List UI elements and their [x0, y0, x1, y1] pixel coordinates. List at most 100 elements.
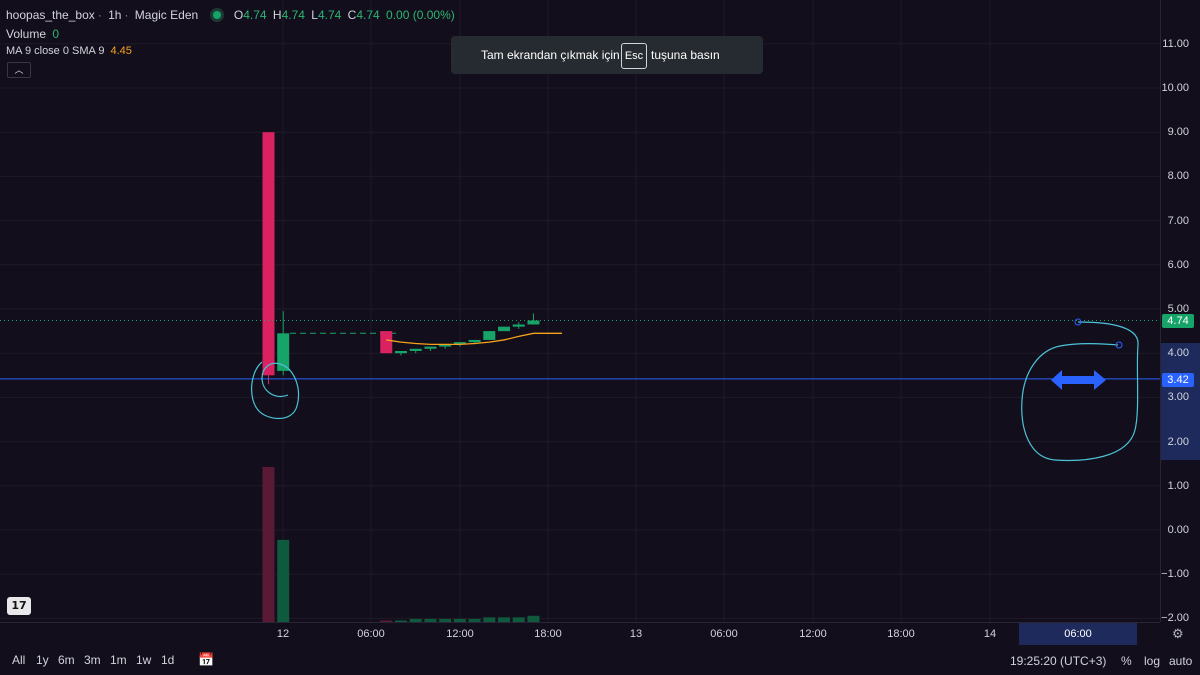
freehand-circle-drawing [251, 361, 300, 420]
candle-body [512, 324, 525, 327]
ma-label[interactable]: MA 9 close 0 SMA 9 [6, 45, 105, 57]
price-tick-label: 8.00 [1167, 170, 1189, 183]
time-tick-label: 13 [629, 628, 643, 640]
bottom-toolbar: All 1y 6m 3m 1m 1w 1d 📅 19:25:20 (UTC+3) % log… [0, 645, 1200, 675]
price-tick-label: −2.00 [1161, 612, 1189, 625]
time-tick-label: 18:00 [534, 628, 562, 640]
price-tick-label: 1.00 [1167, 479, 1189, 492]
range-button-1w[interactable]: 1w [136, 653, 152, 667]
candle-body [277, 333, 290, 371]
exchange-label: Magic Eden [134, 8, 199, 22]
candle-body [409, 348, 422, 351]
symbol-name[interactable]: hoopas_the_box [6, 8, 95, 22]
log-toggle[interactable]: log [1144, 654, 1161, 668]
market-status-icon [212, 11, 221, 19]
esc-key: Esc [621, 43, 647, 69]
chart-settings-icon[interactable]: ⚙ [1172, 626, 1184, 641]
range-button-1y[interactable]: 1y [36, 653, 49, 667]
ohlc-high: 4.74 [281, 8, 305, 22]
volume-bar [512, 617, 525, 622]
drawing-anchor-point [1074, 318, 1082, 326]
volume-bar [380, 620, 393, 622]
volume-bar [453, 618, 466, 622]
chart-pane[interactable] [0, 0, 1160, 622]
candle-body [483, 331, 496, 340]
time-tick-label: 12 [276, 628, 290, 640]
time-tick-label: 06:00 [357, 628, 385, 640]
volume-bar [262, 467, 275, 622]
ohlc-open-label: O [233, 8, 244, 22]
volume-label[interactable]: Volume [6, 27, 47, 41]
volume-bar [409, 618, 422, 622]
volume-bar [527, 615, 540, 622]
legend-main: hoopas_the_box · 1h · Magic Eden O4.74 H4.… [6, 8, 455, 22]
candle-body [380, 331, 393, 354]
time-tick-label: 12:00 [799, 628, 827, 640]
legend-volume: Volume 0 [6, 27, 62, 41]
range-button-6m[interactable]: 6m [58, 653, 75, 667]
candle-body [394, 350, 407, 354]
ma-value: 4.45 [110, 45, 132, 57]
auto-toggle[interactable]: auto [1169, 654, 1193, 668]
interval-label[interactable]: 1h [108, 8, 122, 22]
price-tick-label: 11.00 [1162, 37, 1189, 50]
candle-body [262, 132, 275, 376]
price-axis-crosshair-range [1161, 343, 1200, 460]
candle-body [527, 320, 540, 325]
volume-bar [277, 539, 290, 622]
chart-canvas[interactable] [0, 0, 1160, 622]
ohlc-high-label: H [272, 8, 282, 22]
range-button-1d[interactable]: 1d [161, 653, 175, 667]
range-button-3m[interactable]: 3m [84, 653, 101, 667]
legend-ma: MA 9 close 0 SMA 9 4.45 [6, 45, 135, 57]
volume-bar [468, 618, 481, 622]
time-axis-crosshair-range [1019, 623, 1137, 645]
volume-bar [439, 618, 452, 622]
time-tick-label: 14 [983, 628, 997, 640]
price-tick-label: 6.00 [1167, 258, 1189, 271]
ohlc-close: 4.74 [356, 8, 380, 22]
toast-text-after: tuşuna basın [651, 48, 720, 62]
crosshair-time-label: 06:00 [1064, 628, 1092, 640]
volume-bar [498, 617, 511, 622]
drawing-anchor-point [1115, 341, 1123, 349]
volume-value: 0 [52, 27, 60, 41]
double-arrow-icon [1051, 370, 1106, 390]
freehand-loop-drawing [1021, 321, 1139, 461]
candle-body [439, 344, 452, 347]
ohlc-low-label: L [311, 8, 318, 22]
percent-toggle[interactable]: % [1121, 654, 1132, 668]
price-tick-label: 9.00 [1167, 126, 1189, 139]
time-tick-label: 18:00 [887, 628, 915, 640]
fullscreen-toast: Tam ekrandan çıkmak için Esc tuşuna bası… [451, 36, 763, 74]
collapse-legend-button[interactable]: ︿ [7, 62, 31, 78]
ohlc-open: 4.74 [243, 8, 267, 22]
clock-display[interactable]: 19:25:20 (UTC+3) [1010, 654, 1107, 668]
price-tick-label: 3.00 [1167, 391, 1189, 404]
tradingview-logo[interactable]: 17 [7, 597, 31, 615]
candle-body [498, 326, 511, 332]
volume-bar [424, 618, 437, 622]
price-tick-label: 0.00 [1167, 524, 1189, 536]
toast-text-before: Tam ekrandan çıkmak için [481, 48, 620, 62]
ohlc-low: 4.74 [317, 8, 342, 22]
candle-body [424, 346, 437, 349]
ohlc-change: 0.00 (0.00%) [386, 8, 455, 22]
current-price-label: 4.74 [1162, 314, 1194, 328]
range-button-1m[interactable]: 1m [110, 653, 127, 667]
price-axis[interactable]: 11.00 10.00 9.00 8.00 7.00 6.00 5.00 4.00 3.00 2.… [1160, 0, 1200, 625]
price-tick-label: 5.00 [1167, 303, 1189, 315]
candle-body [453, 342, 466, 345]
ma-line [386, 332, 562, 346]
range-button-All[interactable]: All [12, 653, 26, 667]
calendar-range-icon[interactable]: 📅 [198, 652, 215, 667]
volume-bar [483, 617, 496, 622]
crosshair-price-label: 3.42 [1162, 373, 1194, 387]
time-axis[interactable]: 12 06:00 12:00 18:00 13 06:00 12:00 18:00 14 06:0… [0, 622, 1160, 645]
price-tick-label: 10.00 [1161, 82, 1189, 94]
time-tick-label: 06:00 [710, 628, 738, 640]
candle-body [468, 339, 481, 343]
volume-bar [394, 620, 407, 622]
price-tick-label: 4.00 [1167, 347, 1189, 360]
price-tick-label: 2.00 [1167, 435, 1189, 448]
